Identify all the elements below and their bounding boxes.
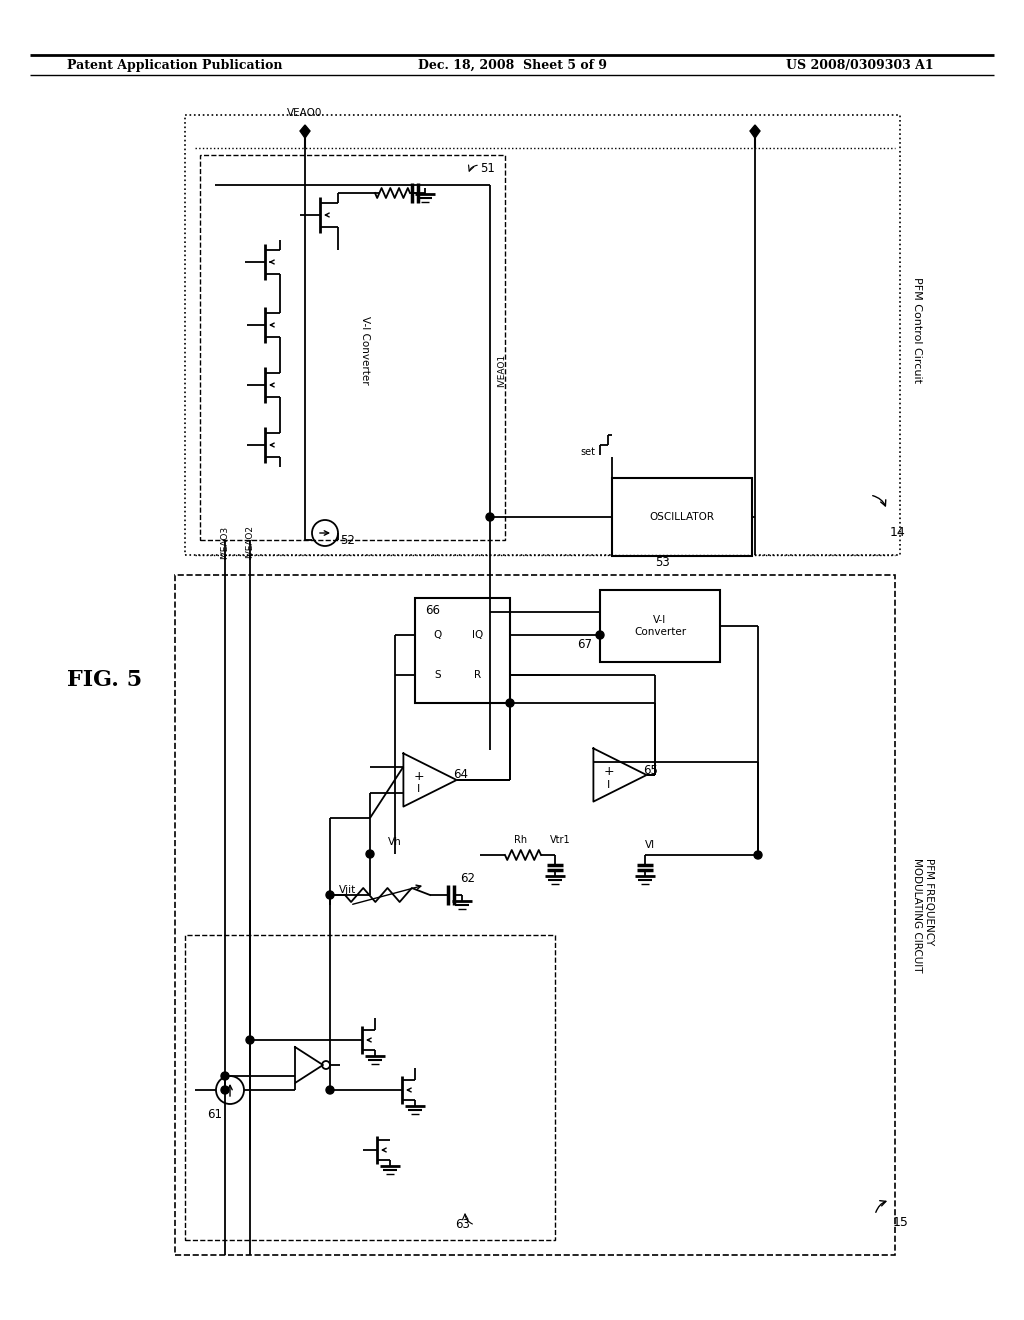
Text: V-I
Converter: V-I Converter: [634, 615, 686, 636]
Text: V-I Converter: V-I Converter: [360, 315, 370, 384]
Text: FIG. 5: FIG. 5: [68, 669, 142, 690]
Polygon shape: [403, 754, 457, 807]
Circle shape: [221, 1086, 229, 1094]
Text: +: +: [603, 764, 614, 777]
Text: 51: 51: [480, 161, 495, 174]
Text: Q: Q: [434, 630, 442, 640]
Text: 15: 15: [893, 1216, 909, 1229]
Text: 14: 14: [890, 525, 906, 539]
Polygon shape: [300, 125, 310, 139]
Text: 64: 64: [453, 768, 468, 781]
Text: 66: 66: [425, 603, 440, 616]
Circle shape: [486, 609, 494, 616]
Text: S: S: [434, 671, 441, 680]
Bar: [415, 598, 510, 704]
Circle shape: [246, 1036, 254, 1044]
Text: Dec. 18, 2008  Sheet 5 of 9: Dec. 18, 2008 Sheet 5 of 9: [418, 58, 606, 71]
Text: 63: 63: [455, 1218, 470, 1232]
Bar: [185, 115, 900, 554]
Text: 61: 61: [208, 1109, 222, 1122]
Text: PFM FREQUENCY
MODULATING CIRCUIT: PFM FREQUENCY MODULATING CIRCUIT: [912, 858, 934, 973]
Polygon shape: [750, 125, 760, 139]
Bar: [175, 576, 895, 1255]
Bar: [200, 154, 505, 540]
Text: IVEAO3: IVEAO3: [220, 525, 229, 558]
Text: VEAO0: VEAO0: [288, 108, 323, 117]
Polygon shape: [295, 1047, 323, 1082]
Text: +: +: [414, 770, 424, 783]
Circle shape: [326, 891, 334, 899]
Text: IVEAO2: IVEAO2: [246, 525, 255, 558]
Circle shape: [506, 700, 514, 708]
Text: Patent Application Publication: Patent Application Publication: [68, 58, 283, 71]
Text: R: R: [474, 671, 481, 680]
Text: Vl: Vl: [645, 840, 655, 850]
Text: US 2008/0309303 A1: US 2008/0309303 A1: [786, 58, 934, 71]
Polygon shape: [593, 748, 646, 801]
Text: 67: 67: [577, 639, 592, 652]
Text: PFM Control Circuit: PFM Control Circuit: [912, 277, 922, 383]
Text: Vjit: Vjit: [339, 884, 356, 895]
Bar: [612, 478, 752, 556]
Text: Rh: Rh: [514, 836, 527, 845]
Bar: [600, 590, 720, 663]
Text: IQ: IQ: [472, 630, 483, 640]
Circle shape: [326, 1086, 334, 1094]
Circle shape: [221, 1072, 229, 1080]
Text: 62: 62: [460, 871, 475, 884]
Text: IVEAO1: IVEAO1: [497, 354, 506, 387]
Text: OSCILLATOR: OSCILLATOR: [649, 512, 715, 521]
Circle shape: [366, 850, 374, 858]
Text: Vtr1: Vtr1: [550, 836, 570, 845]
Text: 52: 52: [340, 533, 355, 546]
Circle shape: [596, 631, 604, 639]
Text: 65: 65: [643, 763, 657, 776]
Text: 53: 53: [655, 556, 670, 569]
Text: Vh: Vh: [388, 837, 401, 847]
Text: set: set: [580, 447, 595, 457]
Circle shape: [486, 513, 494, 521]
Circle shape: [754, 851, 762, 859]
Bar: [185, 935, 555, 1239]
Text: I: I: [417, 784, 420, 795]
Text: I: I: [607, 780, 610, 789]
